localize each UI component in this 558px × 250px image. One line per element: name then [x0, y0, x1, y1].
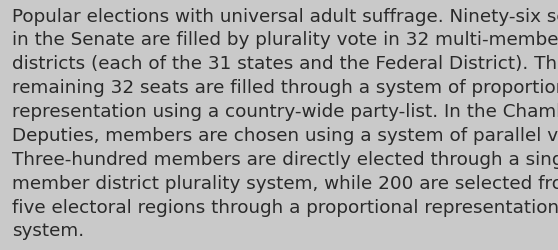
Text: Popular elections with universal adult suffrage. Ninety-six seats
in the Senate : Popular elections with universal adult s… [12, 8, 558, 239]
